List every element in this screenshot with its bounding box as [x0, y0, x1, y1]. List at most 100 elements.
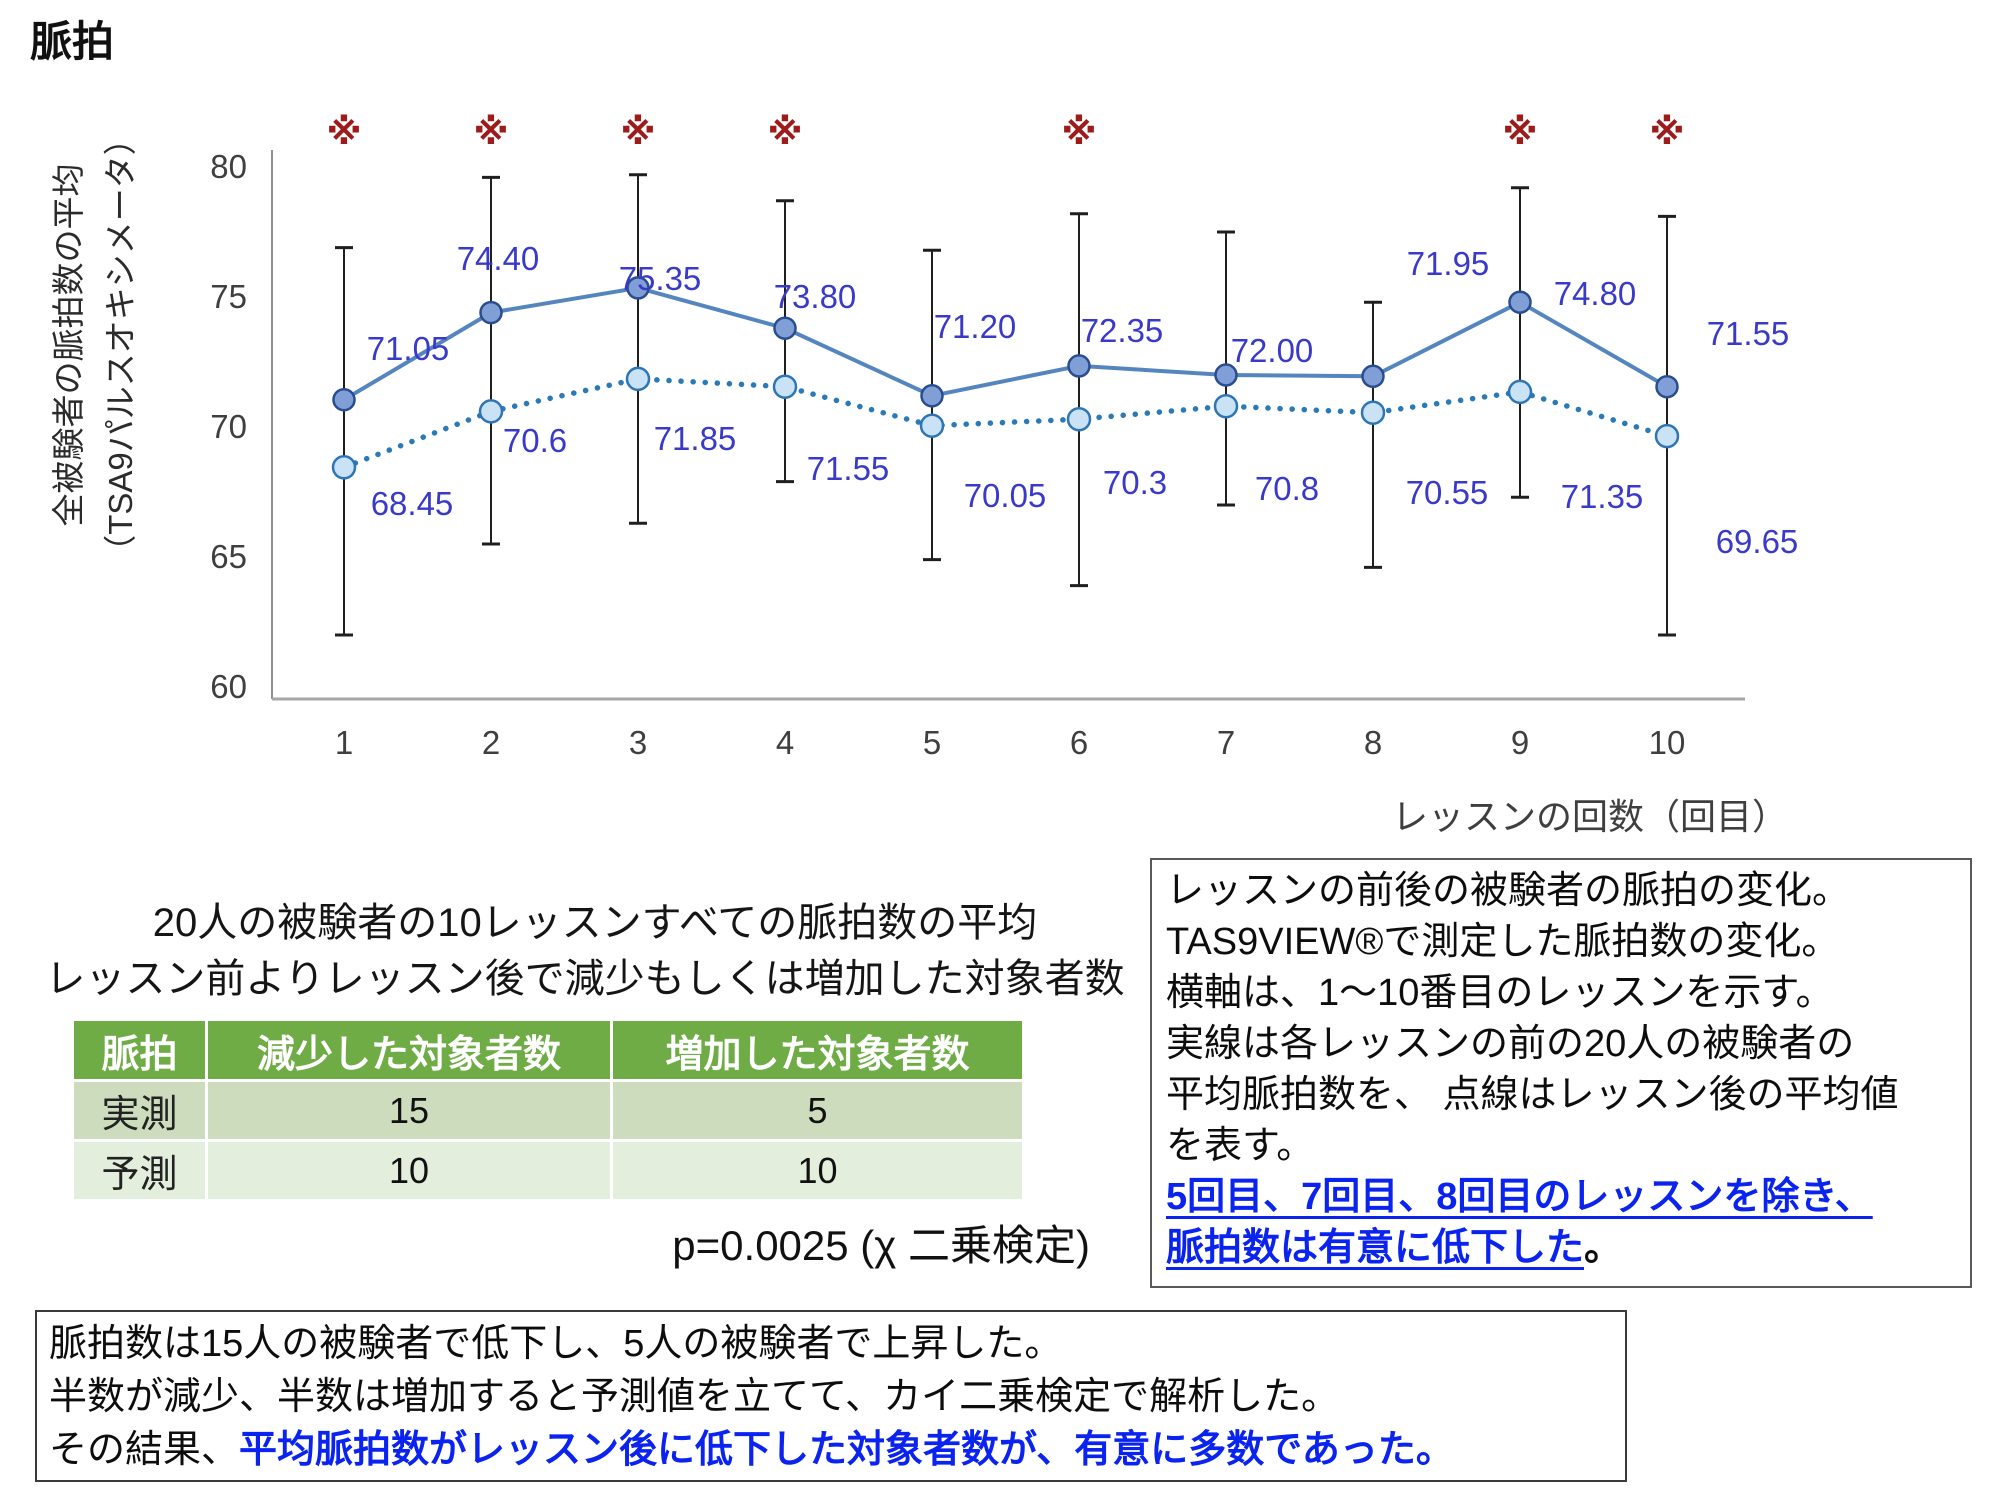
data-label-before: 71.55 [1707, 315, 1790, 352]
pulse-line-chart: 80 75 70 65 60 1 2 3 4 5 6 7 8 9 10 ※ ※ ※ ※ ※ ※ ※ 71.05 74.40 75… [210, 111, 1799, 761]
row-label-observed: 実測 [74, 1082, 205, 1139]
data-label-after: 70.8 [1255, 470, 1319, 507]
data-label-before: 74.40 [457, 240, 540, 277]
data-label-after: 70.6 [503, 422, 567, 459]
x-tick-label: 7 [1217, 724, 1235, 761]
series-after-line [341, 376, 1670, 471]
series-after-marker [625, 366, 651, 392]
table-title-line1: 20人の被験者の10レッスンすべての脈拍数の平均 [152, 901, 1038, 945]
data-label-after: 69.65 [1716, 523, 1799, 560]
series-before-marker [920, 384, 944, 408]
caption-line: 実線は各レッスンの前の20人の被験者の [1166, 1023, 1855, 1065]
summary-line3: その結果、平均脈拍数がレッスン後に低下した対象者数が、有意に多数であった。 [49, 1424, 1613, 1477]
x-tick-label: 4 [776, 724, 794, 761]
series-before-marker [1655, 374, 1679, 399]
chart-caption-box: レッスンの前後の被験者の脈拍の変化。 TAS9VIEW®で測定した脈拍数の変化。… [1150, 858, 1972, 1288]
series-after-marker [1507, 379, 1533, 405]
data-label-after: 70.55 [1406, 474, 1489, 511]
series-after-marker [1654, 423, 1680, 449]
y-axis-label-line2: （TSA9パルスオキシメータ） [102, 122, 139, 568]
series-before-marker [1214, 363, 1238, 387]
observed-decreased-value: 15 [208, 1082, 610, 1139]
table-header-increased: 増加した対象者数 [613, 1021, 1022, 1079]
y-axis-label-line1: 全被験者の脈拍数の平均 [50, 163, 87, 527]
table-header-decreased: 減少した対象者数 [208, 1021, 610, 1079]
significance-marker: ※ [1062, 111, 1097, 152]
x-tick-label: 5 [923, 724, 941, 761]
pulse-result-table: 脈拍 減少した対象者数 増加した対象者数 実測 15 5 予測 10 10 [71, 1018, 1025, 1202]
data-label-before: 72.35 [1081, 312, 1164, 349]
significance-marker: ※ [1650, 111, 1685, 152]
caption-line: TAS9VIEW®で測定した脈拍数の変化。 [1166, 921, 1840, 963]
data-label-after: 71.35 [1561, 478, 1644, 515]
series-after-marker [772, 374, 798, 399]
table-row: 予測 10 10 [74, 1142, 1022, 1199]
x-tick-label: 3 [629, 724, 647, 761]
caption-line: を表す。 [1166, 1125, 1315, 1167]
caption-emphasis-suffix: 。 [1584, 1227, 1623, 1269]
summary-line2: 半数が減少、半数は増加すると予測値を立てて、カイ二乗検定で解析した。 [49, 1376, 1340, 1418]
series-after-marker [1360, 400, 1386, 425]
summary-line3-prefix: その結果、 [49, 1429, 240, 1471]
significance-marker: ※ [621, 111, 656, 152]
y-tick-label: 60 [210, 668, 247, 705]
y-axis-label: 全被験者の脈拍数の平均 （TSA9パルスオキシメータ） [43, 45, 147, 645]
data-label-before: 74.80 [1554, 275, 1637, 312]
observed-increased-value: 5 [613, 1082, 1022, 1139]
data-label-before: 72.00 [1231, 332, 1314, 369]
expected-decreased-value: 10 [208, 1142, 610, 1199]
series-before-marker [1067, 354, 1091, 378]
caption-emphasis-line2: 脈拍数は有意に低下した。 [1166, 1223, 1956, 1274]
series-before-marker [332, 387, 356, 412]
y-tick-label: 80 [210, 148, 247, 185]
caption-line: レッスンの前後の被験者の脈拍の変化。 [1166, 870, 1851, 912]
data-label-after: 70.05 [964, 477, 1047, 514]
result-summary-box: 脈拍数は15人の被験者で低下し、5人の被験者で上昇した。 半数が減少、半数は増加… [35, 1310, 1627, 1482]
x-tick-label: 1 [335, 724, 353, 761]
caption-emphasis-text: 脈拍数は有意に低下した [1166, 1227, 1585, 1269]
expected-increased-value: 10 [613, 1142, 1022, 1199]
data-label-after: 68.45 [371, 485, 454, 522]
data-label-before: 71.05 [367, 330, 450, 367]
x-tick-label: 9 [1511, 724, 1529, 761]
series-before-line [342, 285, 1668, 402]
y-tick-label: 70 [210, 408, 247, 445]
data-label-before: 71.95 [1407, 245, 1490, 282]
page-title: 脈拍 [30, 18, 115, 65]
summary-line3-emphasis: 平均脈拍数がレッスン後に低下した対象者数が、有意に多数であった。 [239, 1429, 1454, 1471]
series-before-marker [479, 300, 503, 325]
series-after-marker [1213, 393, 1239, 419]
table-title-line2: レッスン前よりレッスン後で減少もしくは増加した対象者数 [45, 957, 1125, 1001]
significance-marker: ※ [768, 111, 803, 152]
table-row: 実測 15 5 [74, 1082, 1022, 1139]
data-label-after: 70.3 [1103, 464, 1167, 501]
x-tick-label: 6 [1070, 724, 1088, 761]
significance-marker: ※ [1503, 111, 1538, 152]
series-after-marker [478, 399, 504, 424]
x-tick-label: 10 [1649, 724, 1686, 761]
significance-marker: ※ [474, 111, 509, 152]
row-label-expected: 予測 [74, 1142, 205, 1199]
caption-line: 横軸は、1～10番目のレッスンを示す。 [1166, 972, 1834, 1014]
series-after-marker [331, 455, 357, 480]
summary-line1: 脈拍数は15人の被験者で低下し、5人の被験者で上昇した。 [49, 1323, 1063, 1365]
data-label-before: 71.20 [934, 308, 1017, 345]
table-header-pulse: 脈拍 [74, 1021, 205, 1079]
table-header-row: 脈拍 減少した対象者数 増加した対象者数 [74, 1021, 1022, 1079]
series-before-marker [626, 276, 650, 300]
x-tick-label: 8 [1364, 724, 1382, 761]
x-tick-label: 2 [482, 724, 500, 761]
caption-line: 平均脈拍数を、 点線はレッスン後の平均値 [1166, 1074, 1899, 1116]
data-label-before: 75.35 [619, 260, 702, 297]
x-axis-title: レッスンの回数（回目） [1391, 796, 1788, 837]
series-before-marker [1361, 364, 1385, 389]
y-tick-label: 75 [210, 278, 247, 315]
data-label-after: 71.55 [807, 450, 890, 487]
series-before-marker [1508, 290, 1532, 314]
y-tick-label: 65 [210, 538, 247, 575]
series-after-marker [1066, 406, 1092, 432]
series-before-marker [773, 316, 797, 340]
data-label-before: 73.80 [774, 278, 857, 315]
caption-emphasis-text: 5回目、7回目、8回目のレッスンを除き、 [1166, 1176, 1873, 1218]
